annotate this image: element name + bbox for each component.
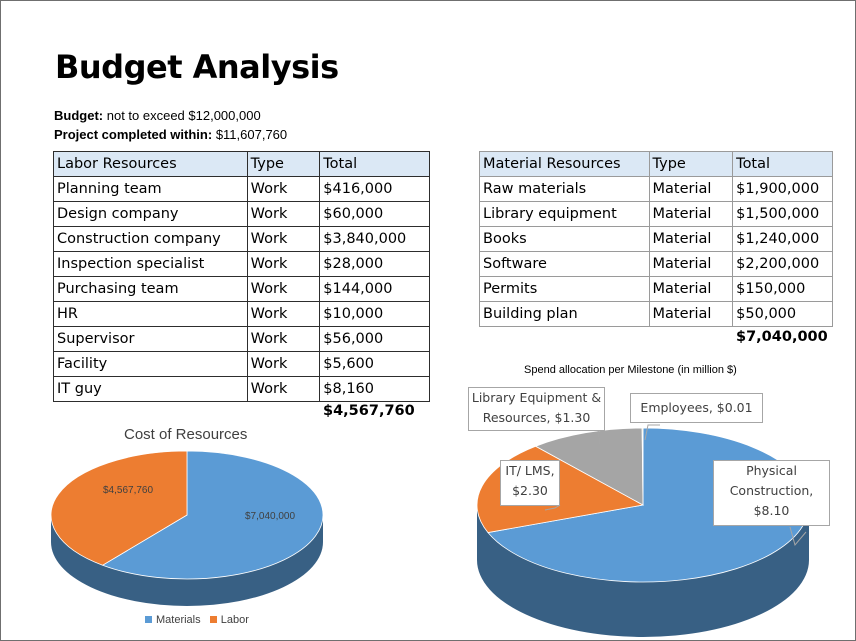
page-title: Budget Analysis — [55, 48, 339, 86]
table-cell: Books — [479, 226, 650, 252]
table-row: Inspection specialist Work $28,000 — [53, 251, 430, 277]
table-cell: Material — [648, 251, 734, 277]
callout-it-lms: IT/ LMS, $2.30 — [500, 460, 560, 506]
table-row: Raw materials Material $1,900,000 — [479, 176, 833, 202]
table-cell: Material — [648, 301, 734, 327]
budget-value: not to exceed $12,000,000 — [106, 108, 261, 123]
callout-pointer — [644, 424, 660, 441]
labor-total: $4,567,760 — [323, 403, 415, 419]
pie-slices — [50, 450, 324, 580]
table-row: Design company Work $60,000 — [53, 201, 430, 227]
table-row: Permits Material $150,000 — [479, 276, 833, 302]
table-cell: $50,000 — [732, 301, 833, 327]
table-row: Library equipment Material $1,500,000 — [479, 201, 833, 227]
table-cell: Work — [246, 276, 321, 302]
table-cell: Design company — [53, 201, 248, 227]
labor-table: Labor Resources Type Total Planning team… — [53, 151, 430, 402]
completed-value: $11,607,760 — [215, 127, 288, 142]
table-cell: Work — [246, 251, 321, 277]
callout-text: Physical Construction, $8.10 — [729, 463, 814, 518]
table-cell: $8,160 — [319, 376, 430, 402]
callout-pointer — [544, 504, 561, 511]
table-header-row: Material Resources Type Total — [479, 151, 833, 177]
table-cell: Supervisor — [53, 326, 248, 352]
callout-library-equipment: Library Equipment & Resources, $1.30 — [468, 387, 605, 431]
table-cell: $56,000 — [319, 326, 430, 352]
table-cell: Facility — [53, 351, 248, 377]
table-row: Building plan Material $50,000 — [479, 301, 833, 327]
table-row: Books Material $1,240,000 — [479, 226, 833, 252]
callout-text: Library Equipment & Resources, $1.30 — [471, 390, 602, 425]
table-cell: $416,000 — [319, 176, 430, 202]
table-cell: Work — [246, 226, 321, 252]
table-cell: $144,000 — [319, 276, 430, 302]
pie-depth — [51, 515, 323, 606]
column-header: Labor Resources — [53, 151, 248, 177]
pie-slice-library-equipment — [534, 427, 644, 506]
pie-slice-employees — [641, 427, 644, 506]
callout-text: Employees, $0.01 — [640, 400, 753, 415]
table-cell: $1,900,000 — [732, 176, 833, 202]
callout-employees: Employees, $0.01 — [630, 393, 763, 423]
legend-label-materials: Materials — [156, 614, 201, 626]
table-cell: $1,500,000 — [732, 201, 833, 227]
material-table: Material Resources Type Total Raw materi… — [479, 151, 833, 327]
table-cell: Work — [246, 201, 321, 227]
completed-label: Project completed within: — [54, 127, 213, 142]
table-cell: HR — [53, 301, 248, 327]
legend-label-labor: Labor — [220, 614, 249, 626]
data-label-labor: $4,567,760 — [103, 485, 154, 496]
material-total: $7,040,000 — [736, 329, 828, 345]
table-cell: Material — [648, 226, 734, 252]
pie-slice-materials — [101, 450, 324, 580]
milestone-chart-title: Spend allocation per Milestone (in milli… — [524, 364, 737, 376]
legend-swatch-labor — [209, 616, 217, 623]
data-label-materials: $7,040,000 — [245, 511, 296, 522]
table-cell: Library equipment — [479, 201, 650, 227]
table-cell: Raw materials — [479, 176, 650, 202]
table-cell: Work — [246, 376, 321, 402]
callout-pointer — [789, 526, 807, 547]
pie-rim — [51, 515, 323, 606]
table-row: Software Material $2,200,000 — [479, 251, 833, 277]
table-row: Purchasing team Work $144,000 — [53, 276, 430, 302]
cost-chart-title: Cost of Resources — [124, 426, 248, 443]
table-cell: Permits — [479, 276, 650, 302]
table-row: IT guy Work $8,160 — [53, 376, 430, 402]
table-header-row: Labor Resources Type Total — [53, 151, 430, 177]
table-cell: Building plan — [479, 301, 650, 327]
table-cell: $28,000 — [319, 251, 430, 277]
callout-physical-construction: Physical Construction, $8.10 — [713, 460, 830, 526]
budget-label: Budget: — [54, 108, 104, 123]
budget-line: Budget: not to exceed $12,000,000 — [54, 108, 261, 123]
cost-chart-legend: Materials Labor — [145, 614, 249, 626]
table-cell: $5,600 — [319, 351, 430, 377]
table-cell: Inspection specialist — [53, 251, 248, 277]
table-cell: Material — [648, 176, 734, 202]
table-cell: $3,840,000 — [319, 226, 430, 252]
table-cell: Software — [479, 251, 650, 277]
table-row: Supervisor Work $56,000 — [53, 326, 430, 352]
callout-text: IT/ LMS, $2.30 — [505, 463, 555, 498]
table-cell: IT guy — [53, 376, 248, 402]
pie-slice-labor — [50, 450, 188, 566]
pie-depth — [477, 505, 809, 637]
completed-line: Project completed within: $11,607,760 — [54, 127, 287, 142]
table-cell: Construction company — [53, 226, 248, 252]
pie-rim — [477, 505, 809, 637]
column-header: Total — [732, 151, 833, 177]
table-row: Construction company Work $3,840,000 — [53, 226, 430, 252]
column-header: Type — [648, 151, 734, 177]
column-header: Total — [319, 151, 430, 177]
legend-swatch-materials — [145, 616, 152, 623]
table-cell: $60,000 — [319, 201, 430, 227]
column-header: Type — [246, 151, 321, 177]
